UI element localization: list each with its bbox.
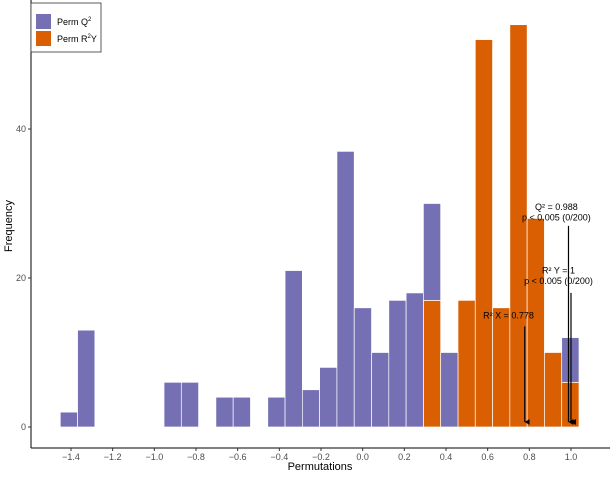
bar-q2-9	[215, 396, 234, 428]
bar-q2-17	[353, 307, 372, 428]
bar-r2y-29	[561, 381, 580, 428]
x-tick-label: 1.0	[565, 452, 578, 462]
bar-r2y-27	[526, 218, 545, 428]
x-tick-label: 0.6	[481, 452, 494, 462]
bar-q2-18	[371, 352, 390, 428]
legend-swatch-r2y	[36, 31, 51, 46]
annotation-r2y-line-1: p < 0.005 (0/200)	[524, 276, 593, 286]
x-tick-label: 0.2	[398, 452, 411, 462]
bar-q2-10	[232, 396, 251, 428]
legend-swatch-q2	[36, 14, 51, 29]
x-tick-label: −1.4	[62, 452, 80, 462]
x-tick-label: −0.2	[312, 452, 330, 462]
bar-q2-22	[440, 352, 459, 428]
x-tick-label: −0.6	[229, 452, 247, 462]
bar-r2y-21	[423, 300, 442, 428]
bar-q2-6	[163, 381, 182, 428]
y-axis-label: Frequency	[3, 200, 15, 252]
y-tick-label: 20	[16, 273, 26, 283]
bar-q2-15	[319, 367, 338, 428]
bar-q2-12	[267, 396, 286, 428]
annotation-q2-line-0: Q² = 0.988	[535, 202, 578, 212]
bar-r2y-25	[492, 307, 511, 428]
bar-q2-1	[77, 329, 96, 428]
bar-q2-14	[302, 389, 320, 428]
bar-q2-20	[405, 292, 424, 428]
bar-r2y-23	[457, 300, 476, 428]
x-tick-label: −0.4	[270, 452, 288, 462]
x-tick-label: −1.2	[104, 452, 122, 462]
y-tick-label: 0	[21, 422, 26, 432]
x-tick-label: 0.4	[440, 452, 453, 462]
legend: Perm Q2 Perm R2Y	[30, 2, 102, 53]
bar-r2y-28	[544, 352, 563, 428]
annotation-q2-line-1: p < 0.005 (0/200)	[522, 213, 591, 223]
legend-label-q2: Perm Q2	[57, 17, 92, 27]
x-tick-label: 0.0	[356, 452, 369, 462]
x-tick-label: 0.8	[523, 452, 536, 462]
x-ticks: −1.4 −1.2 −1.0 −0.8 −0.6 −0.4 −0.2 0.0 0.2 0.4 0.6…	[62, 448, 577, 462]
y-tick-label: 40	[16, 124, 26, 134]
bar-q2-16	[336, 151, 355, 428]
y-ticks: 0 20 40	[16, 124, 31, 432]
bars-layer	[59, 24, 580, 428]
annotation-r2y-line-0: R² Y = 1	[542, 266, 575, 276]
bar-q2-21	[423, 203, 442, 301]
bar-q2-19	[388, 300, 407, 428]
bar-q2-7	[180, 381, 199, 428]
bar-q2-29	[561, 337, 580, 383]
legend-label-r2y: Perm R2Y	[57, 34, 97, 44]
x-tick-label: −0.8	[187, 452, 205, 462]
bar-q2-13	[284, 270, 303, 428]
x-tick-label: −1.0	[145, 452, 163, 462]
bar-r2y-24	[474, 39, 493, 428]
bar-q2-0	[59, 411, 78, 428]
x-axis-label: Permutations	[288, 461, 353, 473]
annotation-r2x-line-0: R² X = 0.778	[483, 310, 534, 320]
